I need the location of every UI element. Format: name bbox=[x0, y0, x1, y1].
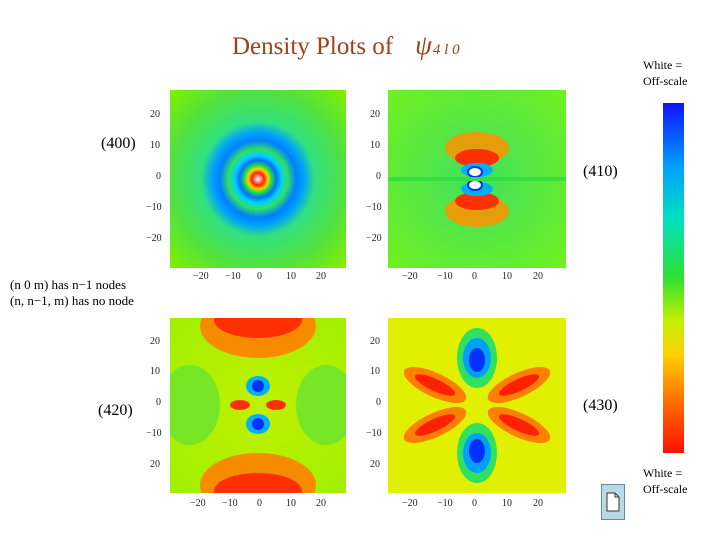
legend-top: White = Off-scale bbox=[643, 57, 687, 89]
document-icon[interactable] bbox=[601, 484, 625, 520]
y-tick-400-5: −20 bbox=[146, 233, 162, 244]
y-tick-430-1: 20 bbox=[370, 336, 380, 347]
x-tick-400-4: 10 bbox=[286, 271, 296, 282]
y-tick-410-5: −20 bbox=[366, 233, 382, 244]
x-tick-420-1: −20 bbox=[190, 498, 206, 509]
y-tick-410-4: −10 bbox=[366, 202, 382, 213]
y-tick-420-4: −10 bbox=[146, 428, 162, 439]
density-plot-430 bbox=[388, 318, 566, 493]
y-tick-410-1: 20 bbox=[370, 109, 380, 120]
node-line-2: (n, n−1, m) has no node bbox=[10, 293, 134, 308]
x-tick-410-1: −20 bbox=[402, 271, 418, 282]
y-tick-420-2: 10 bbox=[150, 366, 160, 377]
y-tick-410-3: 0 bbox=[376, 171, 381, 182]
y-tick-420-3: 0 bbox=[156, 397, 161, 408]
y-tick-410-2: 10 bbox=[370, 140, 380, 151]
plot-label-430: (430) bbox=[580, 397, 621, 415]
y-tick-430-4: −10 bbox=[366, 428, 382, 439]
y-tick-400-3: 0 bbox=[156, 171, 161, 182]
y-tick-430-5: 20 bbox=[370, 459, 380, 470]
y-tick-400-4: −10 bbox=[146, 202, 162, 213]
legend-bottom-line-1: White = bbox=[643, 466, 683, 480]
x-tick-400-1: −20 bbox=[193, 271, 209, 282]
x-tick-420-3: 0 bbox=[257, 498, 262, 509]
x-tick-400-3: 0 bbox=[257, 271, 262, 282]
x-tick-430-1: −20 bbox=[402, 498, 418, 509]
x-tick-410-4: 10 bbox=[502, 271, 512, 282]
x-tick-410-2: −10 bbox=[437, 271, 453, 282]
color-scale-bar bbox=[663, 103, 684, 453]
plot-label-410: (410) bbox=[580, 163, 621, 181]
y-tick-400-2: 10 bbox=[150, 140, 160, 151]
x-tick-430-5: 20 bbox=[533, 498, 543, 509]
legend-bottom: White = Off-scale bbox=[643, 465, 687, 497]
y-tick-400-1: 20 bbox=[150, 109, 160, 120]
title-text: Density Plots of bbox=[232, 33, 394, 60]
plot-label-420: (420) bbox=[95, 402, 136, 420]
x-tick-410-3: 0 bbox=[472, 271, 477, 282]
y-tick-430-2: 10 bbox=[370, 366, 380, 377]
node-description: (n 0 m) has n−1 nodes (n, n−1, m) has no… bbox=[10, 277, 134, 309]
node-line-1: (n 0 m) has n−1 nodes bbox=[10, 277, 127, 292]
x-tick-400-5: 20 bbox=[316, 271, 326, 282]
x-tick-420-4: 10 bbox=[286, 498, 296, 509]
y-tick-420-5: 20 bbox=[150, 459, 160, 470]
legend-bottom-line-2: Off-scale bbox=[643, 482, 688, 496]
density-plot-400 bbox=[170, 90, 346, 268]
title-subscript: 4 l 0 bbox=[432, 42, 460, 58]
x-tick-430-3: 0 bbox=[472, 498, 477, 509]
y-tick-420-1: 20 bbox=[150, 336, 160, 347]
title-psi: ψ bbox=[415, 30, 432, 60]
density-plot-420 bbox=[170, 318, 346, 493]
x-tick-420-5: 20 bbox=[316, 498, 326, 509]
legend-top-line-1: White = bbox=[643, 58, 683, 72]
density-plot-410 bbox=[388, 90, 566, 268]
y-tick-430-3: 0 bbox=[376, 397, 381, 408]
legend-top-line-2: Off-scale bbox=[643, 74, 688, 88]
x-tick-410-5: 20 bbox=[533, 271, 543, 282]
page-title: Density Plots of ψ4 l 0 bbox=[232, 30, 460, 61]
plot-label-400: (400) bbox=[98, 135, 139, 153]
x-tick-430-4: 10 bbox=[502, 498, 512, 509]
x-tick-420-2: −10 bbox=[222, 498, 238, 509]
x-tick-400-2: −10 bbox=[225, 271, 241, 282]
x-tick-430-2: −10 bbox=[437, 498, 453, 509]
